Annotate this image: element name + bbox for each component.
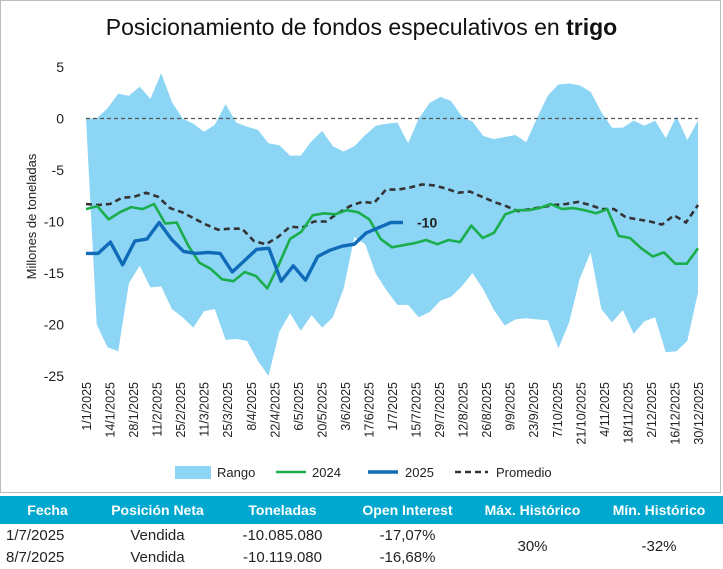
positioning-table: Fecha Posición Neta Toneladas Open Inter… bbox=[0, 496, 723, 568]
x-tick-label: 3/6/2025 bbox=[339, 382, 353, 431]
legend-rango-swatch bbox=[175, 466, 211, 479]
cell-open-interest: -17,07% bbox=[379, 526, 436, 544]
x-tick-label: 2/12/2025 bbox=[645, 382, 659, 438]
y-tick-label: -15 bbox=[44, 265, 64, 281]
y-tick-label: -20 bbox=[44, 317, 64, 333]
header-fecha: Fecha bbox=[0, 496, 95, 524]
header-toneladas: Toneladas bbox=[220, 496, 345, 524]
x-tick-label: 12/8/2025 bbox=[457, 382, 471, 438]
x-tick-label: 28/1/2025 bbox=[127, 382, 141, 438]
chart-title: Posicionamiento de fondos especulativos … bbox=[0, 14, 723, 41]
header-posicion-neta: Posición Neta bbox=[95, 496, 220, 524]
y-tick-label: -25 bbox=[44, 368, 64, 384]
x-tick-label: 21/10/2025 bbox=[574, 382, 588, 445]
table-row: 1/7/2025 Vendida -10.085.080 -17,07% 30%… bbox=[0, 524, 723, 555]
series-promedio-line bbox=[85, 183, 700, 246]
y-tick-label: -5 bbox=[52, 162, 65, 178]
y-tick-label: -10 bbox=[44, 214, 64, 230]
chart-frame bbox=[0, 0, 721, 493]
x-tick-label: 18/11/2025 bbox=[621, 382, 635, 444]
x-tick-label: 14/1/2025 bbox=[104, 382, 118, 438]
x-tick-label: 9/9/2025 bbox=[504, 382, 518, 431]
header-open-interest: Open Interest bbox=[345, 496, 470, 524]
header-min-historico: Mín. Histórico bbox=[595, 496, 723, 524]
x-tick-label: 7/10/2025 bbox=[551, 382, 565, 438]
legend-2025-label: 2025 bbox=[405, 465, 434, 480]
legend-rango-label: Rango bbox=[217, 465, 255, 480]
cell-toneladas: -10.119.080 bbox=[243, 548, 322, 566]
x-tick-label: 16/12/2025 bbox=[668, 382, 682, 445]
range-band bbox=[86, 73, 698, 376]
cell-toneladas: -10.085.080 bbox=[242, 526, 323, 544]
series-2025-end-label: -10 bbox=[417, 215, 437, 231]
cell-max-historico: 30% bbox=[517, 537, 548, 555]
cell-fecha: 1/7/2025 bbox=[6, 526, 65, 544]
x-tick-label: 25/3/2025 bbox=[221, 382, 235, 438]
x-tick-label: 25/2/2025 bbox=[174, 382, 188, 438]
x-tick-label: 1/1/2025 bbox=[80, 382, 94, 431]
x-tick-label: 29/7/2025 bbox=[433, 382, 447, 438]
header-max-historico: Máx. Histórico bbox=[470, 496, 595, 524]
y-tick-label: 5 bbox=[56, 59, 64, 75]
table-row: 8/7/2025 Vendida -10.119.080 -16,68% bbox=[0, 546, 723, 568]
x-tick-label: 17/6/2025 bbox=[362, 382, 376, 438]
x-tick-label: 11/2/2025 bbox=[151, 382, 165, 437]
x-tick-label: 30/12/2025 bbox=[692, 382, 706, 445]
x-tick-label: 6/5/2025 bbox=[292, 382, 306, 431]
y-tick-label: 0 bbox=[56, 111, 64, 127]
legend-promedio-label: Promedio bbox=[496, 465, 552, 480]
series-2024-line bbox=[85, 202, 700, 290]
chart-title-main: Posicionamiento de fondos especulativos … bbox=[105, 14, 560, 40]
x-tick-label: 4/11/2025 bbox=[598, 382, 612, 437]
x-tick-label: 15/7/2025 bbox=[410, 382, 424, 438]
chart: -10 5 0 -5 -10 -15 -20 -25 Millones de toneladas… bbox=[24, 59, 706, 480]
x-tick-label: 1/7/2025 bbox=[386, 382, 400, 431]
cell-posicion: Vendida bbox=[130, 526, 185, 544]
cell-posicion: Vendida bbox=[130, 548, 185, 566]
cell-open-interest: -16,68% bbox=[379, 548, 436, 566]
cell-fecha: 8/7/2025 bbox=[6, 548, 65, 566]
cell-min-historico: -32% bbox=[641, 537, 677, 555]
x-tick-label: 23/9/2025 bbox=[527, 382, 541, 438]
x-tick-label: 26/8/2025 bbox=[480, 382, 494, 438]
y-axis-label: Millones de toneladas bbox=[24, 153, 39, 279]
series-2025-line bbox=[86, 220, 403, 283]
table-header-row: Fecha Posición Neta Toneladas Open Inter… bbox=[0, 496, 723, 524]
chart-title-bold: trigo bbox=[566, 14, 618, 40]
x-tick-label: 11/3/2025 bbox=[198, 382, 212, 437]
x-tick-label: 22/4/2025 bbox=[268, 382, 282, 438]
x-tick-label: 8/4/2025 bbox=[245, 382, 259, 431]
x-tick-label: 20/5/2025 bbox=[315, 382, 329, 438]
legend-2024-label: 2024 bbox=[312, 465, 341, 480]
